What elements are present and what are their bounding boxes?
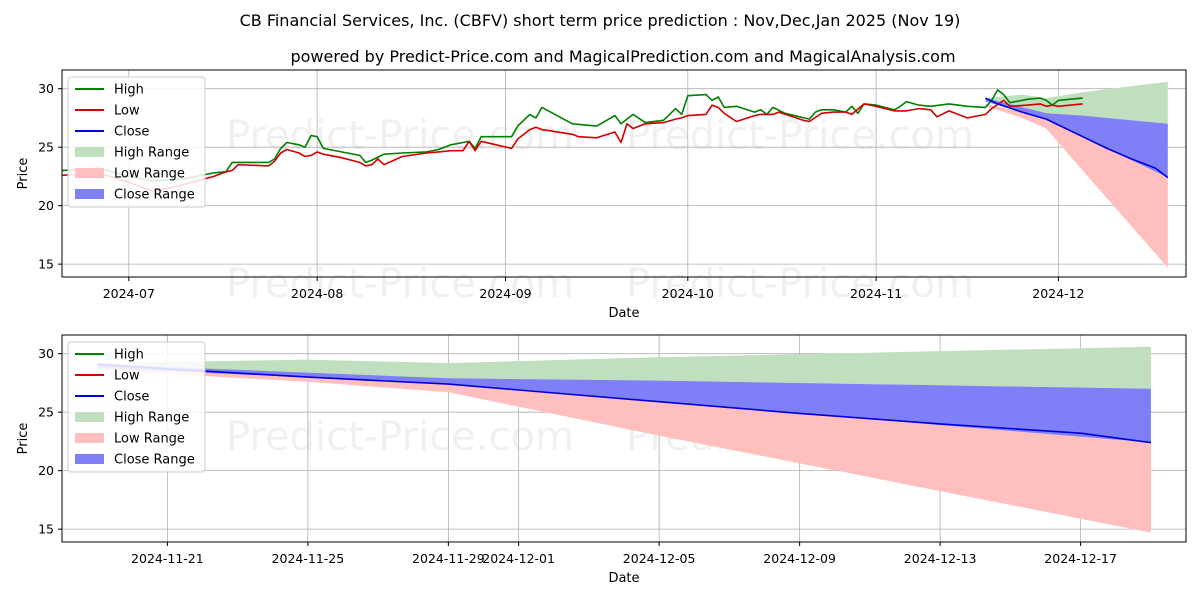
legend-swatch-close-range [75, 454, 104, 464]
y-axis-label: Price [16, 423, 31, 455]
x-tick-label: 2024-11-25 [272, 551, 345, 566]
low-range-band [985, 103, 1168, 268]
legend-label-close: Close [114, 125, 149, 140]
y-tick-label: 15 [38, 257, 54, 272]
x-tick-label: 2024-12-01 [482, 551, 555, 566]
legend-label-high-range: High Range [114, 146, 189, 161]
legend-label-low: Low [114, 104, 140, 119]
watermark-text: Predict-Price.com [226, 261, 574, 307]
legend: High Low Close High Range Low Range Close Ran… [67, 341, 206, 473]
y-tick-label: 20 [38, 463, 54, 478]
x-tick-label: 2024-11-29 [412, 551, 485, 566]
x-tick-label: 2024-11-21 [131, 551, 204, 566]
x-axis-label: Date [608, 571, 639, 586]
chart-title: CB Financial Services, Inc. (CBFV) short… [240, 11, 961, 30]
high-line [62, 89, 1083, 182]
x-tick-label: 2024-11 [850, 286, 902, 301]
legend-swatch-low-range [75, 433, 104, 443]
plot-frame [61, 334, 1187, 543]
legend-label-close: Close [114, 390, 149, 405]
legend-label-low-range: Low Range [114, 167, 185, 182]
x-tick-label: 2024-10 [662, 286, 714, 301]
legend-label-close-range: Close Range [114, 188, 195, 203]
chart-subtitle: powered by Predict-Price.com and Magical… [290, 47, 955, 66]
top-chart-panel: Predict-Price.com Predict-Price.com Predic… [16, 69, 1187, 321]
y-axis-label: Price [16, 158, 31, 190]
x-tick-label: 2024-07 [103, 286, 155, 301]
x-tick-label: 2024-12-13 [904, 551, 977, 566]
y-tick-label: 20 [38, 198, 54, 213]
legend-swatch-low-range [75, 168, 104, 178]
low-range-band [97, 367, 1151, 533]
y-tick-label: 30 [38, 346, 54, 361]
watermark-text: Predict-Price.com [226, 414, 574, 460]
watermark-text: Predict-Price.com [626, 113, 974, 159]
legend-label-low-range: Low Range [114, 432, 185, 447]
legend-swatch-high-range [75, 147, 104, 157]
legend-swatch-close-range [75, 189, 104, 199]
x-tick-label: 2024-12 [1032, 286, 1084, 301]
x-tick-label: 2024-08 [291, 286, 343, 301]
y-tick-label: 25 [38, 405, 54, 420]
legend-label-close-range: Close Range [114, 453, 195, 468]
bottom-chart-panel: Predict-Price.comPredict-Price.com152025… [16, 334, 1187, 586]
legend-label-high-range: High Range [114, 411, 189, 426]
x-axis-label: Date [608, 306, 639, 321]
low-line [62, 99, 1083, 193]
close-line [985, 97, 1169, 179]
y-tick-label: 30 [38, 81, 54, 96]
legend-label-high: High [114, 348, 144, 363]
x-tick-label: 2024-09 [479, 286, 531, 301]
y-tick-label: 25 [38, 140, 54, 155]
watermark-text: Predict-Price.com [626, 261, 974, 307]
legend-label-low: Low [114, 369, 140, 384]
plot-frame [61, 69, 1187, 278]
legend: High Low Close High Range Low Range Close Ran… [67, 76, 206, 208]
close-line [97, 363, 1152, 444]
x-tick-label: 2024-12-09 [763, 551, 836, 566]
x-tick-label: 2024-12-17 [1044, 551, 1117, 566]
y-tick-label: 15 [38, 522, 54, 537]
legend-swatch-high-range [75, 412, 104, 422]
legend-label-high: High [114, 83, 144, 98]
x-tick-label: 2024-12-05 [623, 551, 696, 566]
